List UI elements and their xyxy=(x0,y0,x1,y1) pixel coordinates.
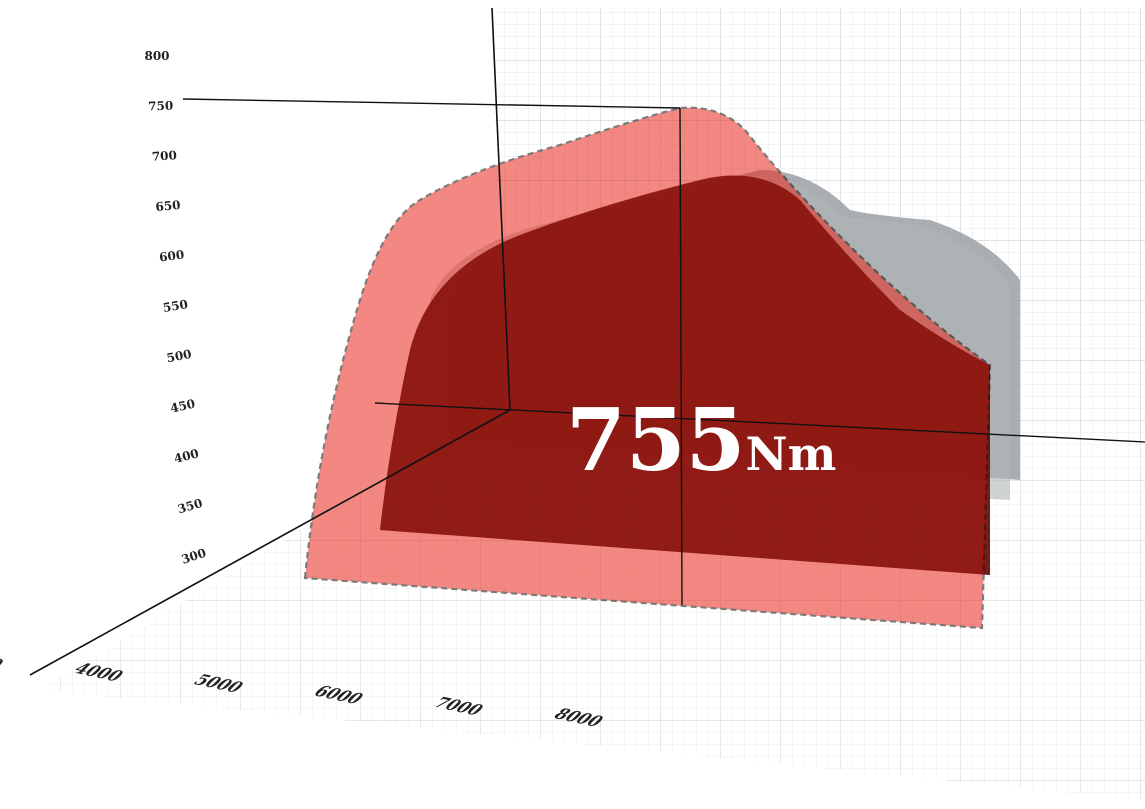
peak-horizontal-line xyxy=(182,98,681,109)
y-tick-label: 550 xyxy=(162,297,189,315)
x-tick-label: 3000 xyxy=(0,648,7,674)
y-tick-label: 350 xyxy=(176,496,204,516)
peak-value-number: 755 xyxy=(566,390,746,491)
front-series-inner xyxy=(380,175,990,575)
y-tick-label: 300 xyxy=(180,546,208,567)
vertical-axis-line xyxy=(491,7,511,411)
y-tick-label: 450 xyxy=(169,397,197,416)
peak-value-unit: Nm xyxy=(746,427,837,481)
y-tick-label: 750 xyxy=(148,99,173,114)
depth-axis-line xyxy=(374,402,1145,443)
y-tick-label: 800 xyxy=(144,49,169,63)
y-tick-label: 500 xyxy=(165,347,192,365)
peak-vertical-line xyxy=(679,107,683,606)
front-series-area xyxy=(303,106,992,630)
y-tick-label: 400 xyxy=(173,446,201,466)
x-axis-line xyxy=(29,409,511,676)
y-tick-labels: 300 350 400 450 500 550 600 650 700 750 800 xyxy=(144,49,207,567)
y-tick-label: 600 xyxy=(158,248,185,265)
peak-value-label: 755Nm xyxy=(566,390,836,491)
y-tick-label: 700 xyxy=(151,148,177,164)
y-tick-label: 650 xyxy=(155,198,181,214)
